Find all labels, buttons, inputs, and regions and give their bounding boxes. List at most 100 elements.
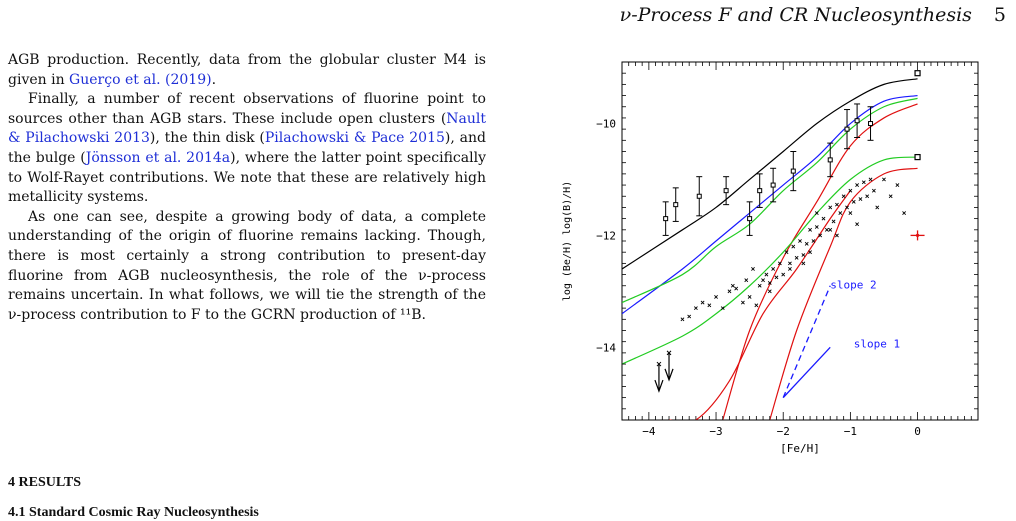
text-run: ), the thin disk ( xyxy=(149,130,265,147)
x-tick-label: −1 xyxy=(844,425,857,438)
b-data-point xyxy=(774,275,779,280)
b-data-point xyxy=(835,233,839,238)
be-data-point xyxy=(868,121,874,127)
be-data-point xyxy=(723,188,729,194)
b-data-point xyxy=(808,227,812,232)
b-data-point xyxy=(788,261,792,266)
b-data-point xyxy=(801,261,806,266)
red-data-point xyxy=(915,233,920,238)
b-data-point xyxy=(888,194,893,199)
page-number: 5 xyxy=(993,4,1006,26)
abundance-chart: [Fe/H] log (Be/H) log(B)/H) slope 2slope… xyxy=(562,61,979,455)
text-run: . xyxy=(211,71,217,88)
b-data-point xyxy=(720,306,725,311)
solar-marker xyxy=(914,153,921,161)
slope-guide-line xyxy=(782,346,831,399)
x-tick-label: −2 xyxy=(777,425,790,438)
be-data-point xyxy=(673,202,679,208)
b-data-point xyxy=(707,303,712,308)
paragraph-1: AGB production. Recently, data from the … xyxy=(8,51,486,90)
citation-link[interactable]: Nault & Pilachowski 2013 xyxy=(8,110,486,147)
b-data-point xyxy=(882,177,886,182)
b-data-point xyxy=(714,295,718,299)
b-data-point xyxy=(848,211,853,215)
b-data-point xyxy=(835,202,839,207)
b-data-point xyxy=(801,253,806,257)
b-data-point xyxy=(747,295,752,299)
section-heading: 4 RESULTS xyxy=(8,475,82,490)
text-run: Finally, a number of recent observations… xyxy=(8,91,486,127)
upper-limit-marker xyxy=(656,361,662,367)
b-data-point xyxy=(804,241,809,246)
text-run: ), where the latter point specifically t… xyxy=(8,149,486,206)
b-data-point xyxy=(791,244,796,249)
b-data-point xyxy=(895,183,900,187)
b-data-point xyxy=(841,194,846,199)
text-run: ), and the bulge ( xyxy=(8,130,486,166)
paragraph-3: As one can see, despite a growing body o… xyxy=(8,208,486,323)
b-data-point xyxy=(871,188,876,193)
citation-link[interactable]: Guerço et al. (2019) xyxy=(69,71,212,88)
b-data-point xyxy=(727,289,732,294)
series-line-red xyxy=(722,103,918,420)
series-line-green xyxy=(622,156,918,365)
b-data-point xyxy=(761,278,765,283)
b-data-point xyxy=(814,211,819,215)
slope-label: slope 1 xyxy=(854,337,900,350)
be-data-point xyxy=(827,157,833,163)
b-data-point xyxy=(767,289,772,294)
body-text: AGB production. Recently, data from the … xyxy=(8,51,486,325)
be-data-point xyxy=(770,182,776,188)
b-data-point xyxy=(821,216,826,221)
b-data-point xyxy=(824,227,829,232)
b-data-point xyxy=(680,317,685,322)
b-data-point xyxy=(767,281,772,285)
be-data-point xyxy=(747,216,753,222)
b-data-point xyxy=(828,227,833,232)
b-data-point xyxy=(865,194,870,199)
series-line-black xyxy=(622,78,918,270)
b-data-point xyxy=(754,303,759,308)
solar-marker xyxy=(914,70,921,77)
be-data-point xyxy=(790,168,796,174)
slope-guide-line xyxy=(782,285,831,398)
b-data-point xyxy=(858,197,863,201)
b-data-point xyxy=(730,283,735,288)
b-data-point xyxy=(757,283,762,288)
b-data-point xyxy=(781,272,786,277)
b-data-point xyxy=(734,286,739,291)
be-data-point xyxy=(696,193,702,199)
b-data-point xyxy=(851,199,856,204)
b-data-point xyxy=(855,183,860,187)
b-data-point xyxy=(868,177,873,182)
b-data-point xyxy=(875,205,880,210)
b-data-point xyxy=(798,239,802,243)
b-data-point xyxy=(808,250,812,255)
b-data-point xyxy=(788,267,792,271)
b-data-point xyxy=(814,225,819,229)
be-data-point xyxy=(757,188,763,194)
citation-link[interactable]: Jönsson et al. 2014a xyxy=(85,149,231,166)
b-data-point xyxy=(811,239,816,243)
y-tick-label: −10 xyxy=(596,118,616,131)
b-data-point xyxy=(771,267,776,271)
upper-limit-arrowhead xyxy=(654,379,664,393)
data-points: slope 2 slope 1 xyxy=(654,70,925,393)
b-data-point xyxy=(902,211,907,215)
x-axis-label: [Fe/H] xyxy=(780,442,820,455)
b-data-point xyxy=(693,306,698,311)
be-data-point xyxy=(844,126,850,132)
slope-label: slope 2 xyxy=(830,279,876,292)
series-line-red xyxy=(769,167,918,420)
upper-limit-arrowhead xyxy=(664,368,674,382)
b-data-point xyxy=(784,250,789,255)
b-data-point xyxy=(848,188,853,193)
y-tick-label: −12 xyxy=(596,229,616,242)
b-data-point xyxy=(828,205,833,210)
b-data-point xyxy=(751,267,755,271)
citation-link[interactable]: Pilachowski & Pace 2015 xyxy=(264,130,445,147)
b-data-point xyxy=(777,261,782,266)
be-data-point xyxy=(854,118,860,124)
x-tick-label: −3 xyxy=(709,425,722,438)
b-data-point xyxy=(838,211,843,215)
